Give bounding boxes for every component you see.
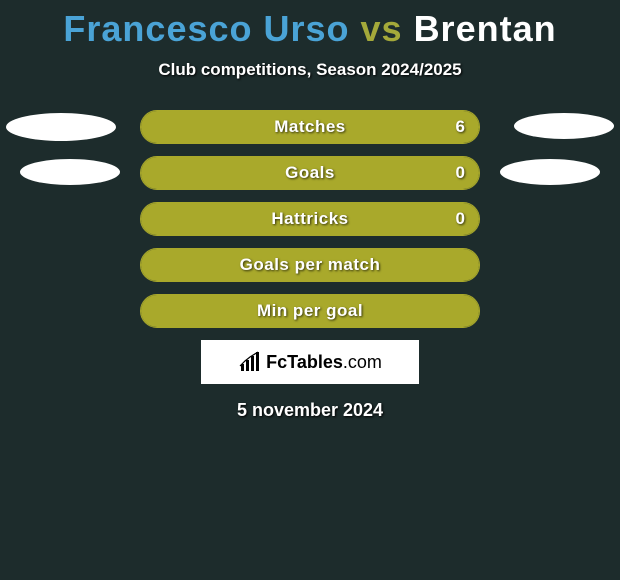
title-vs: vs [350, 8, 414, 49]
fctables-logo: FcTables.com [201, 340, 419, 384]
stat-row-label: Goals per match [141, 249, 479, 281]
stat-row-label: Min per goal [141, 295, 479, 327]
logo-fc: Fc [266, 352, 287, 372]
left-marker-1 [20, 159, 120, 185]
title-player2: Brentan [414, 8, 557, 49]
stat-row-value: 0 [456, 157, 465, 189]
stat-row-label: Goals [141, 157, 479, 189]
comparison-chart: Matches6Goals0Hattricks0Goals per matchM… [0, 110, 620, 328]
right-marker-1 [500, 159, 600, 185]
stat-row-label: Hattricks [141, 203, 479, 235]
rows-container: Matches6Goals0Hattricks0Goals per matchM… [0, 110, 620, 328]
stat-row: Matches6 [140, 110, 480, 144]
chart-icon [238, 350, 262, 374]
stat-row: Goals0 [140, 156, 480, 190]
left-marker-0 [6, 113, 116, 141]
logo-text: FcTables.com [266, 352, 382, 373]
stat-row: Min per goal [140, 294, 480, 328]
stat-row-label: Matches [141, 111, 479, 143]
date-text: 5 november 2024 [0, 400, 620, 421]
page-title: Francesco Urso vs Brentan [0, 0, 620, 50]
stat-row-value: 6 [456, 111, 465, 143]
title-player1: Francesco Urso [63, 8, 349, 49]
logo-dotcom: .com [343, 352, 382, 372]
right-marker-0 [514, 113, 614, 139]
stat-row-value: 0 [456, 203, 465, 235]
stat-row: Goals per match [140, 248, 480, 282]
page-subtitle: Club competitions, Season 2024/2025 [0, 60, 620, 80]
logo-tables: Tables [287, 352, 343, 372]
stat-row: Hattricks0 [140, 202, 480, 236]
